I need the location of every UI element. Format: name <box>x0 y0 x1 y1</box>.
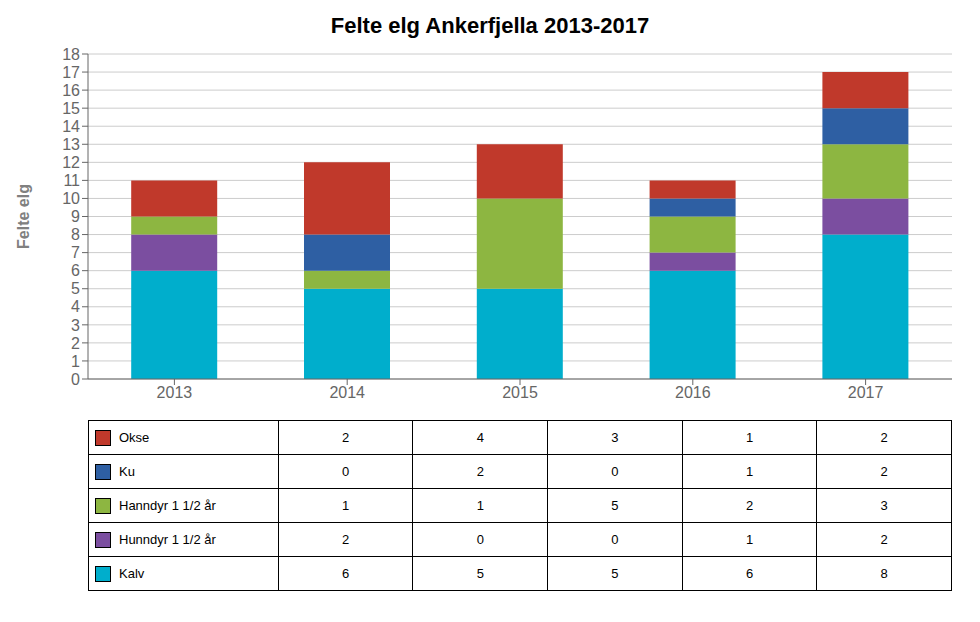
svg-text:2: 2 <box>71 335 80 352</box>
svg-text:7: 7 <box>71 244 80 261</box>
svg-text:2016: 2016 <box>675 384 711 401</box>
svg-text:17: 17 <box>62 64 80 81</box>
svg-text:12: 12 <box>62 154 80 171</box>
html-text:Hanndyr 1 1/2 år: Hanndyr 1 1/2 år <box>119 498 216 514</box>
html-text:2: 2 <box>342 430 350 445</box>
svg-text:18: 18 <box>62 46 80 63</box>
svg-text:15: 15 <box>62 100 80 117</box>
html-text:2: 2 <box>880 430 888 445</box>
svg-text:2017: 2017 <box>848 384 884 401</box>
html-text:3: 3 <box>611 430 619 445</box>
svg-text:9: 9 <box>71 208 80 225</box>
html-text:2: 2 <box>880 532 888 547</box>
html-text:1: 1 <box>745 532 754 547</box>
svg-text:11: 11 <box>63 172 80 189</box>
html-text:1: 1 <box>342 498 350 513</box>
html-text:Kalv: Kalv <box>119 566 145 582</box>
svg-text:14: 14 <box>62 118 80 135</box>
html-text:4: 4 <box>476 430 484 445</box>
svg-text:2015: 2015 <box>502 384 538 401</box>
html-text:2: 2 <box>476 464 484 479</box>
svg-text:1: 1 <box>71 353 80 370</box>
html-text:1: 1 <box>476 498 484 513</box>
svg-text:10: 10 <box>62 190 80 207</box>
html-text:Hunndyr 1 1/2 år: Hunndyr 1 1/2 år <box>119 532 216 548</box>
html-text:1: 1 <box>745 464 754 479</box>
svg-text:2013: 2013 <box>157 384 193 401</box>
html-text:2: 2 <box>342 532 350 547</box>
svg-text:13: 13 <box>62 136 80 153</box>
html-text:0: 0 <box>611 532 619 547</box>
html-text:5: 5 <box>476 566 484 581</box>
html-text:3: 3 <box>880 498 888 513</box>
svg-text:2014: 2014 <box>329 384 365 401</box>
html-text:5: 5 <box>611 566 619 581</box>
svg-text:16: 16 <box>62 82 80 99</box>
html-text:2: 2 <box>880 464 888 479</box>
svg-text:6: 6 <box>71 262 80 279</box>
html-text:Ku: Ku <box>119 464 135 480</box>
html-text:1: 1 <box>745 430 754 445</box>
html-text:Felte elg Ankerfjella 2013-201: Felte elg Ankerfjella 2013-2017 <box>330 13 650 38</box>
html-text:6: 6 <box>342 566 350 581</box>
svg-text:Felte elg: Felte elg <box>15 184 32 249</box>
html-text:8: 8 <box>880 566 888 581</box>
html-text:0: 0 <box>611 464 619 479</box>
html-text:2: 2 <box>745 498 754 513</box>
svg-text:3: 3 <box>71 317 80 334</box>
html-text:0: 0 <box>342 464 350 479</box>
svg-text:0: 0 <box>71 371 80 388</box>
html-text:5: 5 <box>611 498 619 513</box>
svg-text:4: 4 <box>71 298 80 315</box>
html-text:0: 0 <box>476 532 484 547</box>
html-text:Okse: Okse <box>119 430 150 446</box>
html-text:6: 6 <box>745 566 754 581</box>
svg-text:8: 8 <box>71 226 80 243</box>
svg-text:5: 5 <box>71 280 80 297</box>
